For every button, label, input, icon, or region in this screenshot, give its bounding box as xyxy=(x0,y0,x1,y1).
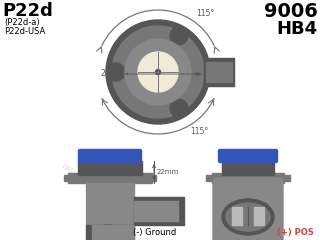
Circle shape xyxy=(112,26,204,118)
Bar xyxy=(64,175,70,181)
Text: 9006: 9006 xyxy=(264,2,318,21)
Circle shape xyxy=(107,63,125,81)
Text: (-) Ground: (-) Ground xyxy=(133,228,177,237)
Text: www.autolumination.com: www.autolumination.com xyxy=(59,161,161,229)
Text: P22d-USA: P22d-USA xyxy=(4,27,45,36)
Text: 115°: 115° xyxy=(190,127,208,137)
Bar xyxy=(222,161,274,175)
Text: (+) POS: (+) POS xyxy=(276,228,313,237)
Bar xyxy=(206,62,232,82)
Bar xyxy=(134,197,184,225)
Bar xyxy=(92,225,128,240)
FancyBboxPatch shape xyxy=(78,150,141,162)
Ellipse shape xyxy=(222,199,274,235)
Text: 22mm: 22mm xyxy=(157,169,179,175)
Circle shape xyxy=(106,20,210,124)
Circle shape xyxy=(170,99,188,117)
Bar xyxy=(150,175,156,181)
Circle shape xyxy=(138,52,178,92)
Wedge shape xyxy=(104,225,134,240)
Bar xyxy=(86,183,134,225)
FancyBboxPatch shape xyxy=(219,150,277,162)
FancyBboxPatch shape xyxy=(213,178,283,240)
Wedge shape xyxy=(112,225,134,240)
Bar xyxy=(204,58,234,86)
Bar xyxy=(232,207,242,225)
Circle shape xyxy=(170,27,188,45)
Bar xyxy=(78,161,142,175)
Bar xyxy=(134,201,178,221)
Bar xyxy=(206,175,214,181)
Text: 2mm: 2mm xyxy=(100,70,120,78)
Bar xyxy=(212,173,284,183)
Text: P22d: P22d xyxy=(2,2,53,20)
Text: (P22d-a): (P22d-a) xyxy=(4,18,40,27)
Ellipse shape xyxy=(226,203,270,231)
Bar xyxy=(86,225,134,240)
Bar xyxy=(254,207,264,225)
Bar xyxy=(282,175,290,181)
Text: 115°: 115° xyxy=(196,10,214,18)
Circle shape xyxy=(156,70,161,74)
Circle shape xyxy=(125,39,191,105)
Bar xyxy=(68,173,152,183)
Text: HB4: HB4 xyxy=(277,20,318,38)
